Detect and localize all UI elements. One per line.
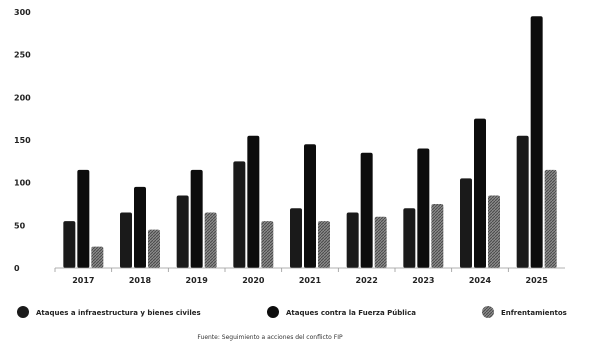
x-tick-label: 2017 — [72, 276, 94, 285]
bar-2025-series-1 — [516, 135, 529, 268]
bar-2024-series-1 — [460, 178, 472, 268]
x-tick-label: 2021 — [299, 276, 322, 285]
bar-2017-series-3 — [91, 246, 104, 268]
legend-label-2: Ataques contra la Fuerza Pública — [286, 309, 416, 317]
bar-2018-series-1 — [120, 212, 132, 268]
bar-2018-series-3 — [148, 229, 160, 268]
y-axis: 0 50 100 150 200 250 300 — [14, 8, 31, 273]
x-tick-label: 2018 — [129, 276, 152, 285]
x-tick-label: 2024 — [469, 276, 492, 285]
y-tick-label: 0 — [14, 264, 20, 273]
bar-2017-series-2 — [77, 169, 90, 268]
legend-label-3: Enfrentamientos — [501, 309, 567, 317]
x-axis: 2017 2018 2019 2020 2021 2022 2023 2024 2025 — [54, 267, 565, 285]
bar-2021-series-2 — [304, 144, 316, 268]
y-tick-label: 150 — [14, 136, 31, 145]
bar-2022-series-2 — [360, 152, 373, 268]
legend-swatch-1 — [17, 306, 29, 318]
y-tick-label: 50 — [14, 221, 26, 230]
bar-2019-series-2 — [190, 169, 203, 268]
bar-2022-series-1 — [346, 212, 359, 268]
bar-2019-series-1 — [176, 195, 189, 268]
bar-2020-series-1 — [233, 161, 246, 268]
y-tick-label: 100 — [14, 179, 31, 188]
y-tick-label: 300 — [14, 8, 31, 17]
bar-2024-series-2 — [474, 118, 486, 269]
y-tick-label: 200 — [14, 93, 31, 102]
x-tick-label: 2023 — [412, 276, 434, 285]
legend-swatch-2 — [267, 306, 279, 318]
legend-label-1: Ataques a infraestructura y bienes civil… — [36, 309, 201, 317]
bar-2021-series-1 — [290, 208, 302, 268]
y-tick-label: 250 — [14, 51, 31, 60]
bar-2023-series-3 — [431, 204, 444, 268]
legend-swatch-3 — [482, 306, 494, 318]
bar-2025-series-2 — [530, 16, 543, 269]
bar-2019-series-3 — [204, 212, 217, 268]
x-tick-label: 2025 — [526, 276, 549, 285]
bar-2017-series-1 — [63, 221, 76, 268]
bars — [63, 16, 557, 269]
bar-2023-series-1 — [403, 208, 416, 268]
legend: Ataques a infraestructura y bienes civil… — [17, 306, 567, 318]
bar-2020-series-2 — [247, 135, 260, 268]
bar-2025-series-3 — [544, 169, 557, 268]
x-tick-label: 2022 — [356, 276, 378, 285]
bar-2021-series-3 — [318, 221, 330, 268]
x-tick-label: 2019 — [186, 276, 209, 285]
source-note: Fuente: Seguimiento a acciones del confl… — [197, 334, 343, 341]
bar-2022-series-3 — [374, 216, 387, 268]
bar-2018-series-2 — [134, 186, 146, 268]
x-tick-label: 2020 — [242, 276, 265, 285]
bar-2020-series-3 — [261, 221, 274, 268]
bar-2023-series-2 — [417, 148, 430, 268]
bar-2024-series-3 — [488, 195, 500, 268]
